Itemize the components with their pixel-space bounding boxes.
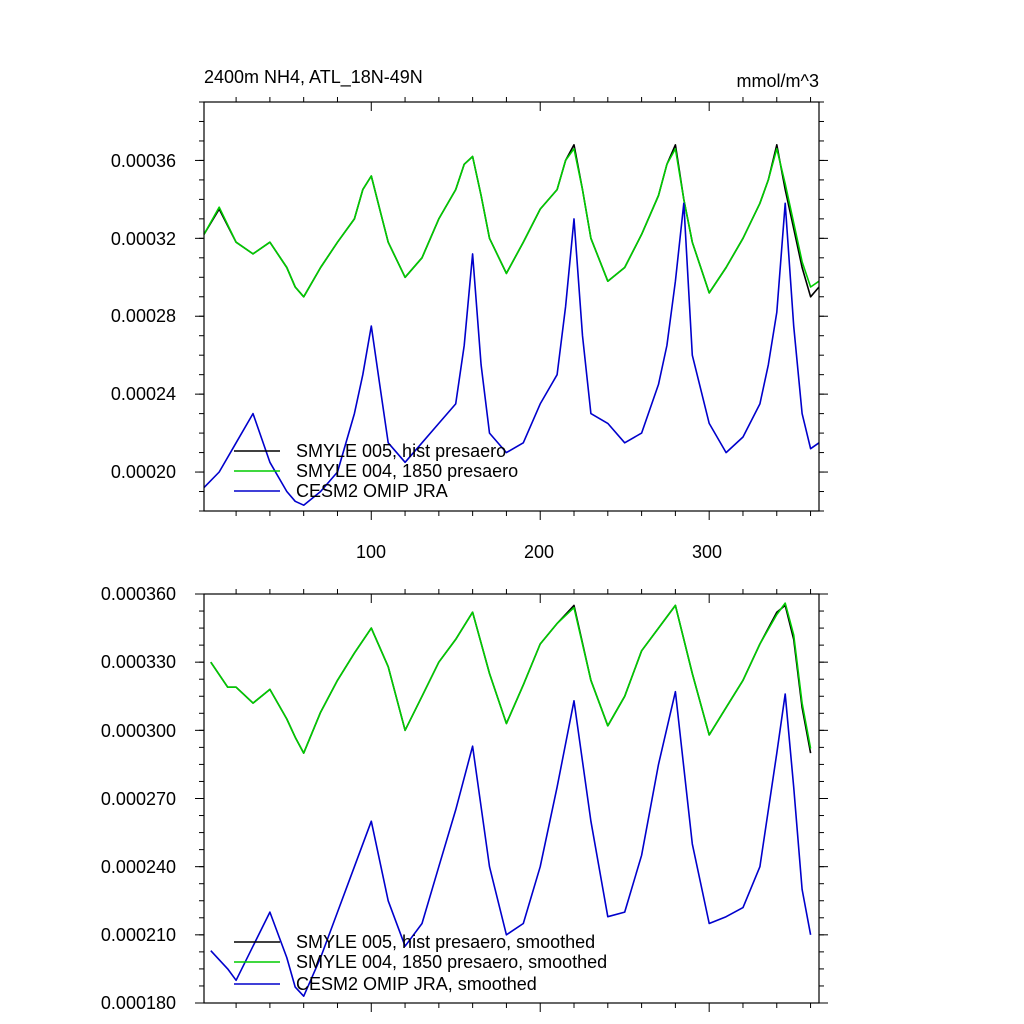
bottom-ytick-label: 0.000240 [101, 857, 176, 877]
top-series-line-1 [203, 144, 820, 298]
bottom-series-line-1 [210, 604, 812, 754]
legend-label-smyle004: SMYLE 004, 1850 presaero [296, 461, 518, 481]
top-ticks [195, 97, 828, 520]
bottom-plot-frame [203, 593, 820, 1004]
top-xtick-label: 100 [356, 542, 386, 562]
bottom-ytick-label: 0.000270 [101, 789, 176, 809]
top-series-line-3 [203, 202, 820, 507]
bottom-series-line-3 [210, 690, 812, 998]
bottom-series-line-2 [210, 602, 812, 754]
bottom-ticks [195, 589, 828, 1012]
top-legend: SMYLE 005, hist presaero SMYLE 004, 1850… [234, 441, 518, 501]
legend-label-smyle005-smoothed: SMYLE 005, hist presaero, smoothed [296, 932, 595, 952]
top-ytick-label: 0.00024 [111, 384, 176, 404]
bottom-panel: 0.000180 0.000210 0.000240 0.000270 0.00… [101, 584, 828, 1013]
bottom-ytick-label: 0.000300 [101, 721, 176, 741]
legend-label-smyle005: SMYLE 005, hist presaero [296, 441, 506, 461]
top-units-label: mmol/m^3 [737, 71, 819, 91]
top-series-lines [203, 144, 820, 507]
legend-label-cesm2: CESM2 OMIP JRA [296, 481, 448, 501]
top-xtick-labels: 100 200 300 [356, 542, 722, 562]
bottom-ytick-label: 0.000180 [101, 993, 176, 1013]
bottom-legend: SMYLE 005, hist presaero, smoothed SMYLE… [234, 932, 607, 994]
legend-label-smyle004-smoothed: SMYLE 004, 1850 presaero, smoothed [296, 952, 607, 972]
bottom-ytick-label: 0.000210 [101, 925, 176, 945]
top-series-line-2 [203, 147, 820, 298]
bottom-ytick-label: 0.000360 [101, 584, 176, 604]
top-xtick-label: 300 [692, 542, 722, 562]
top-panel: 2400m NH4, ATL_18N-49N mmol/m^3 0.00020 … [111, 67, 828, 562]
bottom-ytick-label: 0.000330 [101, 652, 176, 672]
top-plot-frame [203, 101, 820, 512]
top-title: 2400m NH4, ATL_18N-49N [204, 67, 423, 88]
top-ytick-label: 0.00036 [111, 151, 176, 171]
top-xtick-label: 200 [524, 542, 554, 562]
top-ytick-label: 0.00020 [111, 462, 176, 482]
legend-label-cesm2-smoothed: CESM2 OMIP JRA, smoothed [296, 974, 537, 994]
top-ytick-label: 0.00032 [111, 229, 176, 249]
top-ytick-label: 0.00028 [111, 306, 176, 326]
top-ytick-labels: 0.00020 0.00024 0.00028 0.00032 0.00036 [111, 151, 176, 482]
bottom-ytick-labels: 0.000180 0.000210 0.000240 0.000270 0.00… [101, 584, 176, 1013]
bottom-series-lines [210, 602, 812, 998]
